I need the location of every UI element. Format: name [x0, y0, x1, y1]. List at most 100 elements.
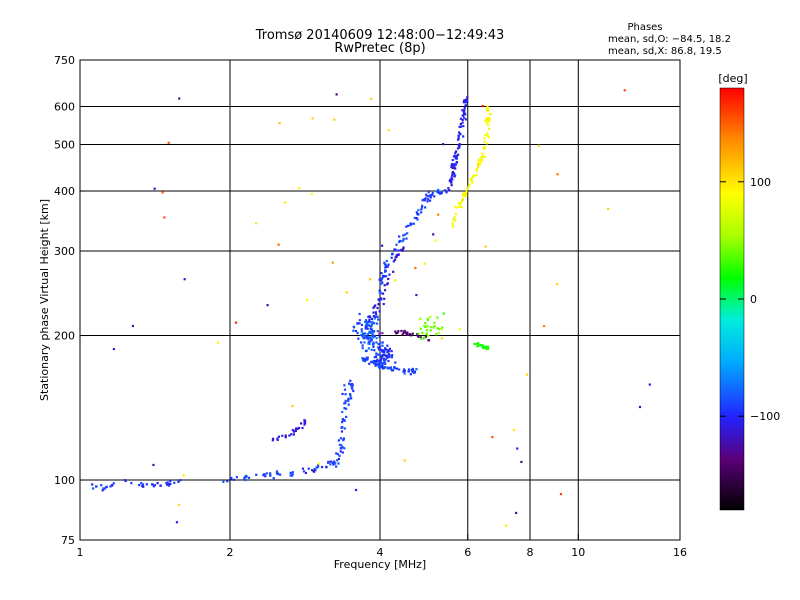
data-point: [365, 335, 368, 338]
data-point: [426, 318, 430, 322]
data-point: [385, 259, 388, 263]
data-point: [352, 389, 355, 393]
data-point: [424, 335, 427, 339]
data-point: [384, 358, 387, 361]
data-point: [361, 344, 364, 347]
data-point: [342, 437, 346, 440]
data-point: [487, 119, 490, 123]
data-point: [349, 394, 352, 398]
data-point: [417, 335, 420, 338]
data-point: [607, 207, 610, 211]
data-point: [431, 193, 434, 196]
data-point: [416, 213, 419, 216]
data-point: [486, 134, 489, 137]
data-point: [175, 521, 179, 524]
data-point: [380, 277, 384, 280]
data-point: [365, 358, 368, 361]
data-point: [537, 144, 540, 147]
data-point: [461, 114, 464, 117]
data-point: [486, 108, 490, 111]
data-point: [141, 485, 144, 488]
data-point: [339, 450, 342, 453]
data-point: [433, 321, 436, 324]
data-point: [436, 316, 439, 319]
data-point: [395, 255, 398, 258]
data-point: [457, 153, 460, 156]
data-point: [103, 487, 106, 490]
data-point: [466, 187, 469, 190]
data-point: [347, 399, 350, 403]
data-point: [454, 150, 458, 153]
data-point: [420, 337, 423, 340]
data-point: [376, 306, 379, 310]
data-point: [369, 324, 372, 327]
data-point: [364, 325, 367, 328]
data-point: [403, 330, 406, 333]
data-point: [462, 192, 465, 195]
data-point: [381, 292, 385, 295]
data-point: [373, 356, 376, 359]
data-point: [335, 93, 338, 96]
data-point: [393, 258, 397, 262]
data-point: [380, 279, 383, 282]
data-point: [395, 332, 398, 335]
data-point: [520, 460, 523, 464]
data-point: [445, 191, 448, 194]
data-point: [354, 488, 358, 492]
data-point: [387, 263, 390, 266]
data-point: [464, 118, 467, 121]
data-point: [466, 96, 469, 99]
data-point: [444, 189, 447, 192]
data-point: [356, 322, 359, 325]
data-point: [291, 471, 294, 474]
data-point: [368, 362, 371, 365]
data-point: [394, 279, 397, 282]
data-point: [276, 437, 279, 440]
data-point: [392, 270, 395, 273]
data-point: [383, 275, 386, 278]
data-point: [343, 427, 346, 430]
data-point: [638, 405, 642, 409]
data-point: [347, 403, 350, 406]
y-tick-label: 500: [54, 139, 75, 152]
data-point: [376, 358, 379, 361]
data-point: [403, 233, 407, 236]
data-point: [166, 481, 169, 484]
data-point: [419, 317, 422, 320]
data-point: [459, 203, 462, 206]
data-point: [486, 122, 489, 125]
data-point: [451, 159, 454, 162]
data-point: [350, 397, 353, 400]
data-point: [436, 326, 439, 330]
data-point: [375, 341, 378, 344]
data-point: [455, 161, 458, 164]
data-point: [481, 155, 484, 158]
data-point: [358, 319, 361, 322]
data-point: [381, 244, 384, 247]
data-point: [426, 200, 429, 203]
data-point: [338, 443, 341, 446]
data-point: [480, 155, 483, 159]
data-point: [407, 368, 411, 371]
data-point: [371, 330, 374, 333]
data-point: [375, 336, 378, 340]
data-point: [390, 356, 393, 359]
data-point: [461, 118, 464, 121]
data-point: [369, 331, 372, 334]
data-point: [370, 348, 373, 351]
data-point: [384, 354, 388, 358]
data-point: [402, 237, 405, 241]
data-point: [416, 334, 419, 337]
data-point: [411, 368, 415, 372]
data-point: [352, 325, 355, 328]
data-point: [426, 198, 430, 201]
data-point: [373, 317, 376, 320]
data-point: [414, 266, 417, 270]
data-point: [244, 478, 247, 482]
data-point: [403, 369, 406, 372]
data-point: [487, 347, 490, 350]
data-point: [429, 326, 432, 329]
data-point: [377, 303, 380, 306]
data-point: [373, 349, 376, 352]
data-point: [486, 345, 490, 348]
